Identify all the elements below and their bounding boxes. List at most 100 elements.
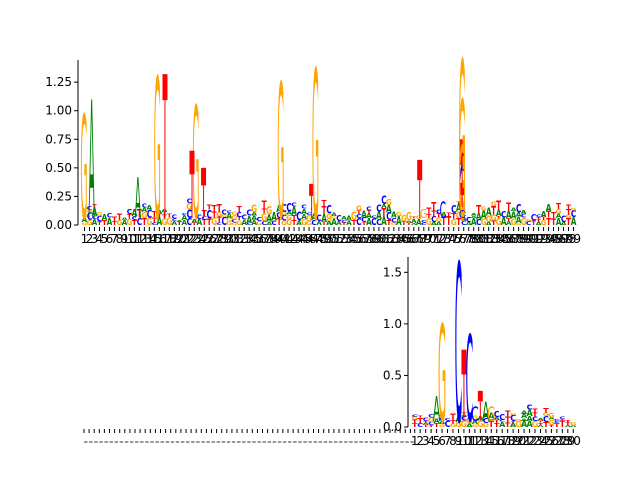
logo-letter: C	[87, 212, 92, 223]
x-tick-label: 88	[511, 232, 526, 246]
logo-letter: G	[486, 213, 492, 224]
logo-letter: G	[548, 418, 555, 427]
logo-letter: A	[291, 205, 297, 218]
logo-letter: A	[546, 203, 552, 214]
logo-letter: G	[511, 216, 517, 227]
logo-letter: T	[426, 213, 432, 220]
logo-letter: A	[483, 411, 489, 420]
logo-letter: G	[306, 221, 312, 226]
x-tick-label: 97	[556, 232, 571, 246]
x-tick-label: 87	[506, 232, 521, 246]
logo-letter: A	[496, 207, 502, 218]
x-tick-label: 9	[121, 232, 129, 246]
logo-letter: T	[536, 219, 541, 223]
logo-letter: G	[548, 411, 555, 419]
x-tick-label: 17	[157, 232, 172, 246]
logo-letter: G	[386, 198, 392, 208]
logo-letter: G	[571, 208, 577, 212]
logo-letter: A	[191, 219, 197, 224]
x-tick-label: 65	[396, 232, 411, 246]
logo-letter: T	[506, 203, 512, 215]
logo-letter: A	[499, 420, 505, 429]
x-tick-label: 83	[486, 232, 501, 246]
logo-letter: G	[436, 217, 442, 224]
x-tick-label: 23	[527, 434, 542, 448]
x-tick-label: 8	[449, 434, 457, 448]
logo-letter: C	[301, 205, 307, 211]
logo-letter: G	[326, 218, 332, 222]
logo-letter: A	[88, 68, 94, 257]
x-tick-label: 12	[132, 232, 147, 246]
logo-letter: C	[371, 217, 376, 228]
x-tick-label: 43	[286, 232, 301, 246]
logo-letter: G	[439, 424, 446, 428]
logo-letter: G	[526, 219, 533, 222]
logo-letter: C	[423, 417, 429, 422]
logo-letter: A	[466, 221, 472, 226]
logo-letter: T	[292, 218, 297, 227]
logo-letter: A	[506, 209, 512, 222]
logo-letter: C	[466, 311, 474, 449]
logo-letter: C	[356, 217, 361, 228]
logo-letter: A	[396, 215, 402, 228]
logo-letter: A	[536, 221, 542, 226]
logo-letter: C	[376, 203, 381, 214]
logo-letter: T	[436, 212, 441, 219]
x-tick-label: 13	[137, 232, 152, 246]
logo-letter: G	[306, 213, 312, 224]
x-tick-label: 25	[538, 434, 553, 448]
x-tick-label: 41	[276, 232, 291, 246]
logo-letter: T	[450, 412, 456, 422]
logo-letter-t-cap	[459, 182, 465, 196]
logo-letter: A	[321, 212, 327, 225]
logo-letter: G	[82, 215, 88, 219]
logo-letter: A	[501, 217, 507, 229]
y-tick-label: 0.25	[45, 189, 72, 203]
logo-letter: G	[211, 217, 217, 229]
logo-letter: C	[559, 416, 566, 420]
logo-letter: G	[420, 207, 427, 222]
logo-letter: G	[459, 125, 466, 242]
x-tick-label: 31	[227, 232, 242, 246]
logo-letter: A	[251, 215, 257, 223]
x-tick-label: 16	[152, 232, 167, 246]
logo-letter: T	[565, 420, 572, 424]
x-tick-label: 73	[436, 232, 451, 246]
logo-letter-t-cap	[162, 74, 168, 101]
logo-letter: T	[97, 221, 103, 226]
logo-letter: T	[212, 210, 218, 219]
logo-letter: G	[261, 212, 267, 225]
logo-letter: C	[152, 222, 157, 226]
logo-letter: C	[361, 215, 366, 224]
logo-letter: T	[549, 425, 556, 428]
logo-letter: C	[440, 197, 446, 223]
y-tick-label: 0.5	[383, 368, 402, 382]
x-tick-label: 95	[546, 232, 561, 246]
x-tick-label: 6	[438, 434, 446, 448]
logo-letter: G	[192, 74, 199, 255]
logo-letter: A	[92, 218, 98, 227]
logo-letter: T	[322, 199, 328, 208]
logo-letter: G	[312, 29, 319, 268]
x-tick-label: 84	[491, 232, 506, 246]
logo-letter: A	[316, 220, 323, 227]
logo-letter: A	[521, 211, 527, 215]
x-tick-label: 35	[247, 232, 262, 246]
logo-letter: A	[107, 217, 113, 228]
logo-letter: T	[505, 415, 511, 424]
x-tick-label: 94	[541, 232, 556, 246]
logo-letter: G	[483, 425, 490, 427]
logo-letter: A	[516, 211, 523, 218]
logo-letter: C	[217, 223, 222, 227]
logo-letter: C	[256, 217, 262, 223]
y-tick-label: 1.25	[45, 75, 72, 89]
logo-letter: A	[135, 167, 141, 233]
logo-letter: T	[152, 210, 158, 220]
logo-letter: A	[301, 207, 307, 216]
x-tick-label: 30	[566, 434, 581, 448]
logo-letter: C	[107, 212, 112, 219]
logo-letter: A	[157, 217, 163, 229]
logo-letter: C	[455, 220, 463, 473]
logo-letter: C	[417, 422, 423, 428]
logo-letter: A	[436, 221, 442, 226]
